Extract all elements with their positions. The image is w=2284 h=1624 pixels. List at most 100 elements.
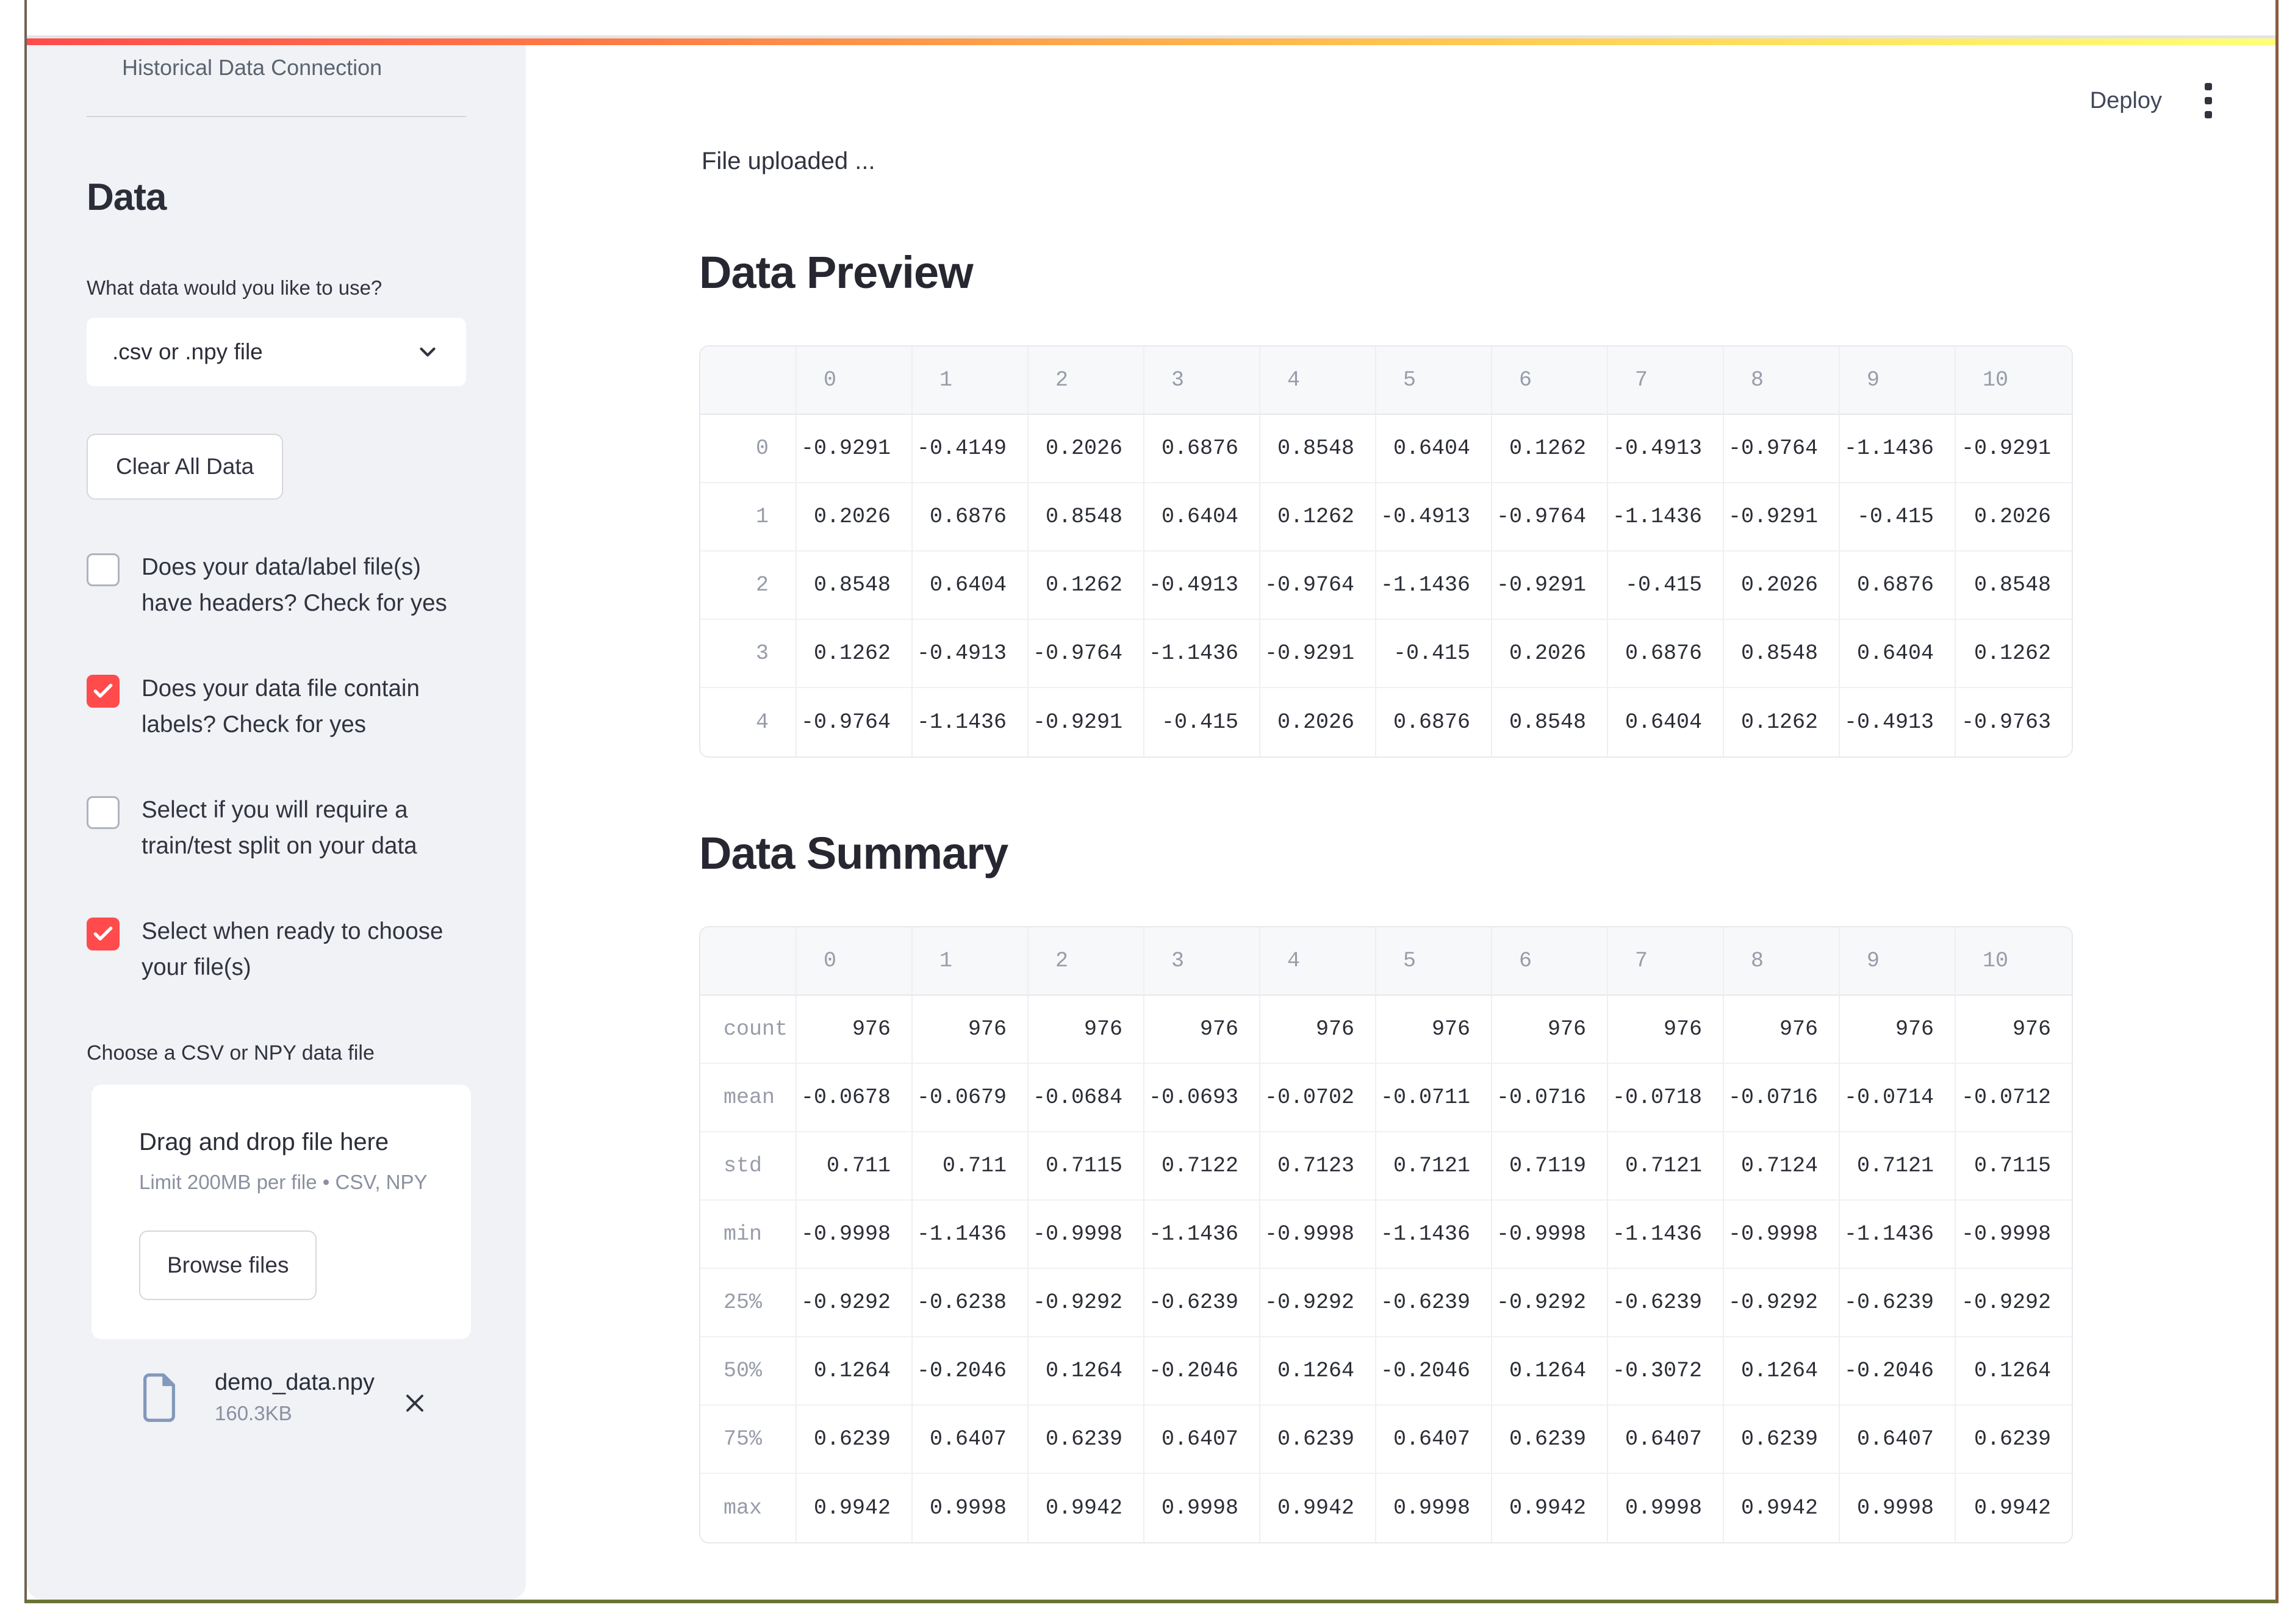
file-dropzone[interactable]: Drag and drop file here Limit 200MB per …: [92, 1085, 471, 1340]
table-cell: 0.1264: [797, 1337, 913, 1406]
column-header: 4: [1260, 347, 1376, 415]
table-cell: -0.4913: [1608, 415, 1724, 483]
deploy-button[interactable]: Deploy: [2089, 87, 2162, 113]
data-section-heading: Data: [87, 176, 167, 218]
data-source-select[interactable]: .csv or .npy file: [87, 318, 466, 386]
table-cell: 0.6876: [1376, 688, 1492, 756]
column-header: 5: [1376, 347, 1492, 415]
table-cell: 0.9942: [1029, 1474, 1144, 1542]
table-cell: -0.4913: [1840, 688, 1956, 756]
table-cell: 0.6239: [1492, 1406, 1608, 1474]
row-index-cell: std: [700, 1132, 797, 1201]
table-cell: 0.6404: [913, 552, 1029, 620]
table-cell: -0.9764: [797, 688, 913, 756]
checkbox-label: Select when ready to choose your file(s): [142, 918, 444, 980]
table-cell: 0.1262: [1492, 415, 1608, 483]
table-cell: -1.1436: [1376, 552, 1492, 620]
table-cell: -0.0711: [1376, 1064, 1492, 1132]
table-cell: 0.9998: [1608, 1474, 1724, 1542]
table-cell: -0.9764: [1260, 552, 1376, 620]
dropzone-limit-hint: Limit 200MB per file • CSV, NPY: [139, 1171, 428, 1194]
checkbox-label: Select if you will require a train/test …: [142, 797, 417, 859]
checkbox-row: Does your data/label file(s) have header…: [87, 550, 466, 621]
column-header: 3: [1144, 347, 1260, 415]
column-header: 0: [797, 927, 913, 996]
table-cell: 0.6239: [797, 1406, 913, 1474]
table-cell: 0.711: [913, 1132, 1029, 1201]
table-header-row: 0 1 2 3 4 5 6 7 8 9 10: [700, 927, 2072, 996]
table-cell: 976: [1956, 996, 2072, 1064]
column-header: 6: [1492, 927, 1608, 996]
table-cell: 976: [1029, 996, 1144, 1064]
table-cell: 0.6404: [1608, 688, 1724, 756]
file-document-icon: [139, 1372, 179, 1423]
table-cell: 0.1264: [1724, 1337, 1840, 1406]
table-cell: 0.6876: [1608, 620, 1724, 688]
checkbox-row: Select if you will require a train/test …: [87, 792, 466, 864]
browse-files-button[interactable]: Browse files: [139, 1231, 317, 1301]
table-cell: 0.6876: [1840, 552, 1956, 620]
table-cell: 0.9942: [1956, 1474, 2072, 1542]
column-header: 1: [913, 347, 1029, 415]
table-cell: 976: [913, 996, 1029, 1064]
table-cell: -0.0679: [913, 1064, 1029, 1132]
table-cell: -0.9292: [1956, 1269, 2072, 1337]
table-cell: -0.0716: [1724, 1064, 1840, 1132]
table-row: 2 0.8548 0.6404 0.1262 -0.4913 -0.9764 -1.1436…: [700, 552, 2072, 620]
table-cell: 0.1262: [1724, 688, 1840, 756]
column-header: 0: [797, 347, 913, 415]
table-cell: -0.9998: [1492, 1201, 1608, 1269]
table-cell: -0.0716: [1492, 1064, 1608, 1132]
table-cell: 0.6407: [1840, 1406, 1956, 1474]
table-cell: -0.0702: [1260, 1064, 1376, 1132]
checkbox-group: Does your data/label file(s) have header…: [87, 550, 466, 985]
table-cell: 976: [1144, 996, 1260, 1064]
table-cell: -0.9292: [797, 1269, 913, 1337]
row-index-cell: 25%: [700, 1269, 797, 1337]
table-cell: -1.1436: [1144, 1201, 1260, 1269]
table-cell: 0.7115: [1956, 1132, 2072, 1201]
table-cell: 0.6407: [1376, 1406, 1492, 1474]
data-summary-table[interactable]: 0 1 2 3 4 5 6 7 8 9 10 count 976 976 976 976 976 976 976 97…: [699, 926, 2073, 1543]
table-cell: 0.7115: [1029, 1132, 1144, 1201]
remove-file-icon[interactable]: [400, 1389, 429, 1418]
table-cell: -0.9292: [1029, 1269, 1144, 1337]
table-cell: -0.415: [1144, 688, 1260, 756]
row-index-cell: 3: [700, 620, 797, 688]
table-row: 0 -0.9291 -0.4149 0.2026 0.6876 0.8548 0.6404 0…: [700, 415, 2072, 483]
clear-all-data-button[interactable]: Clear All Data: [87, 434, 284, 500]
table-cell: 0.6407: [913, 1406, 1029, 1474]
kebab-menu-icon[interactable]: [2201, 79, 2216, 122]
table-cell: -1.1436: [1144, 620, 1260, 688]
table-cell: 976: [1376, 996, 1492, 1064]
table-corner-cell: [700, 927, 797, 996]
table-cell: -0.415: [1608, 552, 1724, 620]
row-index-cell: 50%: [700, 1337, 797, 1406]
column-header: 9: [1840, 927, 1956, 996]
table-cell: 0.9998: [1840, 1474, 1956, 1542]
column-header: 9: [1840, 347, 1956, 415]
table-cell: -0.6238: [913, 1269, 1029, 1337]
row-index-cell: 75%: [700, 1406, 797, 1474]
checkbox-checked-icon[interactable]: [87, 918, 120, 951]
uploaded-file-meta: demo_data.npy 160.3KB: [215, 1370, 375, 1425]
table-cell: 0.6404: [1376, 415, 1492, 483]
table-cell: -0.4913: [1376, 483, 1492, 552]
checkbox-checked-icon[interactable]: [87, 675, 120, 708]
table-cell: -0.0718: [1608, 1064, 1724, 1132]
table-cell: 976: [1608, 996, 1724, 1064]
row-index-cell: 4: [700, 688, 797, 756]
table-cell: -0.4913: [913, 620, 1029, 688]
checkbox-unchecked-icon[interactable]: [87, 553, 120, 586]
table-cell: -0.2046: [1376, 1337, 1492, 1406]
table-cell: 0.6239: [1956, 1406, 2072, 1474]
table-cell: -1.1436: [913, 688, 1029, 756]
table-cell: 0.6404: [1144, 483, 1260, 552]
checkbox-unchecked-icon[interactable]: [87, 796, 120, 830]
table-cell: 0.9998: [1144, 1474, 1260, 1542]
column-header: 7: [1608, 927, 1724, 996]
uploaded-file-size: 160.3KB: [215, 1402, 292, 1425]
column-header: 8: [1724, 927, 1840, 996]
data-preview-table[interactable]: 0 1 2 3 4 5 6 7 8 9 10 0 -0.9291 -0.4149 0.2026 0.6876 0…: [699, 345, 2073, 758]
table-cell: 0.2026: [1492, 620, 1608, 688]
